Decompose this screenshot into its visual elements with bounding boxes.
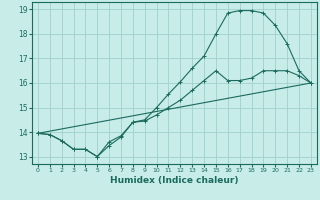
X-axis label: Humidex (Indice chaleur): Humidex (Indice chaleur) [110, 176, 239, 185]
